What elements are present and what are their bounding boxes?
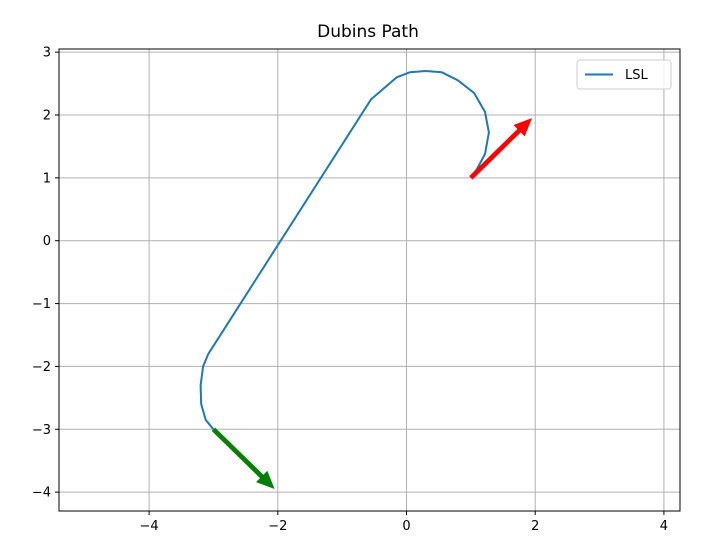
x-tick-label: −2 — [268, 519, 287, 534]
x-tick-label: −4 — [140, 519, 159, 534]
y-tick-label: −1 — [32, 297, 51, 312]
x-axis-ticks: −4 −2 0 2 4 — [140, 511, 668, 534]
series-layer — [199, 70, 490, 430]
arrow-layer — [211, 118, 532, 489]
series-line-lsl — [199, 70, 490, 430]
y-tick-label: −4 — [32, 486, 51, 501]
legend-label-lsl: LSL — [625, 68, 648, 83]
x-tick-label: 0 — [402, 519, 410, 534]
legend-box — [576, 59, 672, 90]
x-tick-label: 2 — [531, 519, 539, 534]
grid — [59, 49, 680, 511]
y-tick-label: −3 — [32, 423, 51, 438]
legend: LSL — [576, 59, 672, 90]
x-tick-label: 4 — [660, 519, 668, 534]
start-heading-arrow — [211, 427, 275, 489]
y-tick-label: 0 — [43, 234, 51, 249]
y-tick-label: 2 — [43, 109, 51, 124]
y-tick-label: 3 — [43, 46, 51, 61]
y-axis-ticks: −4 −3 −2 −1 0 1 2 3 — [32, 46, 59, 501]
plot-frame — [58, 48, 681, 512]
y-tick-label: 1 — [43, 171, 51, 186]
chart-title: Dubins Path — [317, 22, 419, 42]
y-tick-label: −2 — [32, 360, 51, 375]
goal-heading-arrow — [469, 118, 532, 180]
